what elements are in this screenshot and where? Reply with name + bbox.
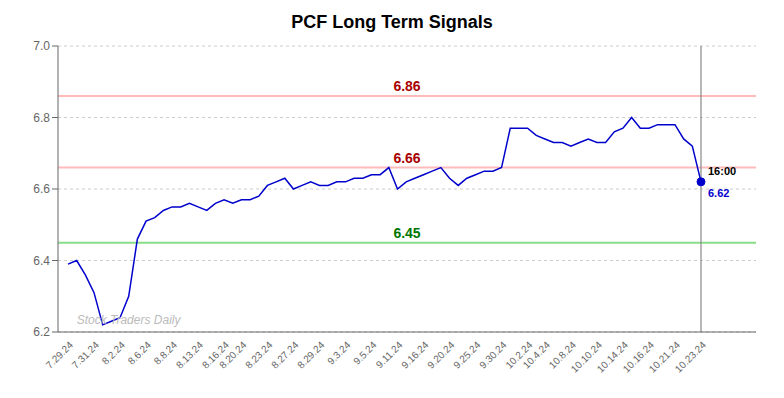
svg-text:6.6: 6.6 (33, 182, 50, 196)
svg-text:9.11.24: 9.11.24 (374, 339, 405, 370)
svg-text:9.30.24: 9.30.24 (477, 339, 509, 371)
svg-text:8.23.24: 8.23.24 (243, 339, 275, 371)
svg-text:7.31.24: 7.31.24 (70, 339, 102, 371)
svg-text:6.86: 6.86 (393, 78, 420, 94)
svg-text:6.66: 6.66 (393, 150, 420, 166)
svg-text:8.6.24: 8.6.24 (126, 339, 154, 367)
svg-text:10.16.24: 10.16.24 (620, 339, 656, 375)
html-text:PCF Long Term Signals: PCF Long Term Signals (291, 12, 493, 32)
svg-text:6.8: 6.8 (33, 111, 50, 125)
svg-text:10.10.24: 10.10.24 (568, 339, 604, 375)
svg-text:Stock Traders Daily: Stock Traders Daily (77, 313, 182, 327)
svg-text:9.3.24: 9.3.24 (325, 339, 353, 367)
svg-text:10.14.24: 10.14.24 (594, 339, 630, 375)
svg-text:8.29.24: 8.29.24 (295, 339, 327, 371)
svg-text:9.20.24: 9.20.24 (425, 339, 457, 371)
svg-text:8.2.24: 8.2.24 (100, 339, 128, 367)
svg-text:10.8.24: 10.8.24 (546, 339, 578, 371)
svg-text:9.25.24: 9.25.24 (451, 339, 483, 371)
svg-text:10.21.24: 10.21.24 (646, 339, 683, 375)
svg-text:8.20.24: 8.20.24 (217, 339, 249, 371)
svg-text:9.5.24: 9.5.24 (351, 339, 379, 367)
svg-text:6.45: 6.45 (393, 225, 420, 241)
svg-text:7.0: 7.0 (33, 39, 50, 53)
svg-text:10.23.24: 10.23.24 (673, 339, 709, 375)
svg-text:8.27.24: 8.27.24 (269, 339, 301, 371)
svg-text:6.2: 6.2 (33, 325, 50, 339)
svg-text:6.62: 6.62 (708, 187, 729, 199)
svg-text:10.2.24: 10.2.24 (503, 339, 535, 371)
svg-text:7.29.24: 7.29.24 (44, 339, 76, 371)
svg-text:6.4: 6.4 (33, 254, 50, 268)
svg-text:8.13.24: 8.13.24 (174, 339, 206, 371)
svg-text:8.16.24: 8.16.24 (199, 339, 232, 371)
svg-text:10.4.24: 10.4.24 (521, 339, 553, 371)
svg-text:16:00: 16:00 (708, 165, 736, 177)
svg-text:8.8.24: 8.8.24 (151, 339, 180, 367)
svg-text:9.16.24: 9.16.24 (399, 339, 431, 371)
